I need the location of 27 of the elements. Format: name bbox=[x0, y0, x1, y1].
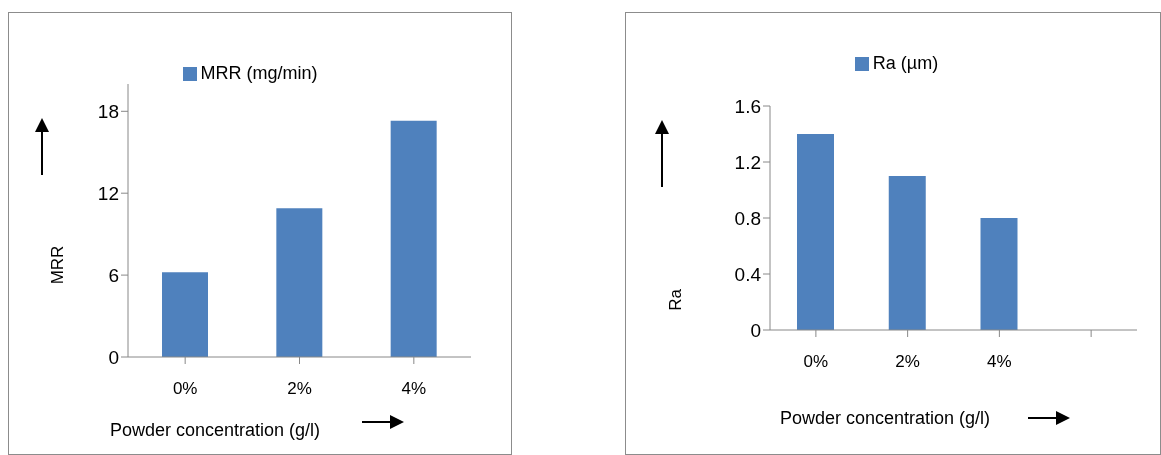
legend-label: Ra (µm) bbox=[872, 53, 939, 73]
bar bbox=[390, 120, 437, 357]
y-tick-label: 1.6 bbox=[734, 95, 761, 117]
bar bbox=[888, 176, 926, 330]
legend-label: MRR (mg/min) bbox=[200, 63, 318, 83]
y-tick-label: 0 bbox=[750, 319, 761, 341]
y-axis-title: MRR bbox=[48, 245, 68, 285]
x-tick-label: 4% bbox=[401, 379, 427, 399]
y-axis-title: Ra bbox=[666, 289, 686, 311]
y-tick-label: 6 bbox=[108, 264, 119, 286]
y-tick-label: 0.4 bbox=[734, 263, 762, 285]
y-tick-label: 12 bbox=[97, 182, 119, 204]
y-tick-label: 0.8 bbox=[734, 207, 761, 229]
x-tick-label: 4% bbox=[987, 352, 1012, 372]
y-tick-label: 1.2 bbox=[734, 151, 761, 173]
y-tick-label: 18 bbox=[97, 101, 119, 123]
bar bbox=[162, 272, 208, 357]
x-tick-label: 2% bbox=[895, 352, 920, 372]
x-tick-label: 2% bbox=[287, 379, 312, 399]
x-tick-label: 0% bbox=[172, 379, 198, 399]
bar bbox=[276, 208, 323, 357]
bar bbox=[980, 218, 1018, 330]
bar bbox=[797, 134, 834, 330]
x-axis-title: Powder concentration (g/l) bbox=[779, 407, 991, 429]
y-tick-label: 0 bbox=[108, 346, 119, 368]
x-tick-label: 0% bbox=[803, 352, 829, 372]
x-axis-title: Powder concentration (g/l) bbox=[109, 419, 321, 441]
